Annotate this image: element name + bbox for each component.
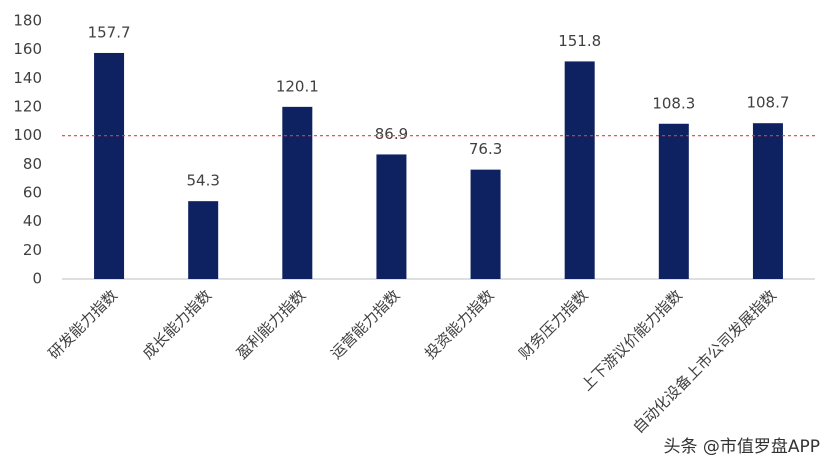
value-label: 108.7 — [746, 94, 789, 112]
bar — [376, 154, 407, 279]
y-tick-label: 160 — [13, 40, 42, 58]
value-label: 151.8 — [558, 32, 601, 50]
y-tick-label: 40 — [23, 212, 42, 230]
value-label: 86.9 — [375, 125, 408, 143]
watermark: 头条 @市值罗盘APP — [663, 437, 820, 457]
value-label: 54.3 — [186, 172, 219, 190]
y-tick-label: 120 — [13, 98, 42, 116]
y-tick-label: 20 — [23, 241, 42, 259]
bar — [752, 123, 783, 280]
y-tick-label: 180 — [13, 12, 42, 30]
value-label: 157.7 — [88, 23, 131, 41]
y-tick-label: 80 — [23, 155, 42, 173]
bar — [564, 61, 595, 279]
bar — [658, 123, 689, 280]
y-tick-label: 60 — [23, 184, 42, 202]
y-tick-label: 100 — [13, 126, 42, 144]
value-label: 108.3 — [652, 94, 695, 112]
value-label: 120.1 — [276, 77, 319, 95]
value-label: 76.3 — [469, 140, 502, 158]
bar — [470, 169, 501, 279]
y-tick-label: 0 — [32, 270, 42, 288]
bar — [282, 106, 313, 280]
bar — [94, 52, 125, 279]
y-tick-label: 140 — [13, 69, 42, 87]
bar — [188, 201, 219, 279]
